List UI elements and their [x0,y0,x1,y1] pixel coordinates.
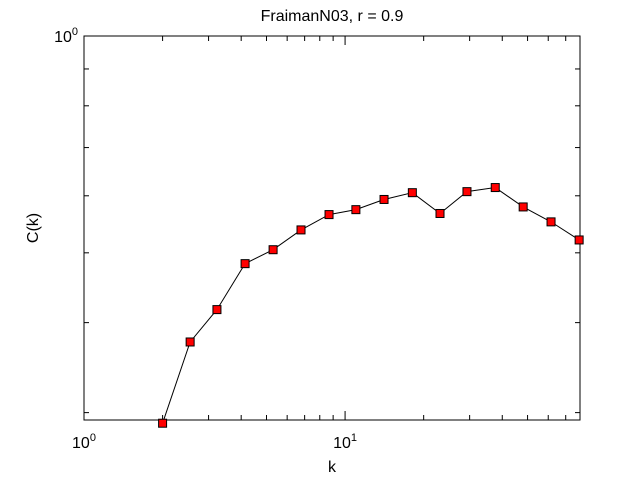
data-marker [379,194,389,204]
data-marker [240,259,250,269]
x-axis-label: k [328,459,337,476]
data-marker [351,205,361,215]
y-tick-label: 100 [54,26,78,46]
data-marker [324,210,334,220]
data-marker [490,183,500,193]
data-marker [212,305,222,315]
plot-frame [83,35,581,421]
data-marker [462,187,472,197]
x-tick-label: 100 [72,432,96,452]
data-marker [518,202,528,212]
data-marker [435,208,445,218]
data-marker [296,225,306,235]
data-marker [158,418,168,428]
data-marker [407,188,417,198]
data-marker [185,337,195,347]
data-line [162,187,580,424]
data-marker [546,217,556,227]
data-marker [268,245,278,255]
chart-title: FraimanN03, r = 0.9 [261,8,404,25]
y-axis-label: C(k) [25,213,42,243]
data-marker [574,235,584,245]
x-tick-label: 101 [333,432,357,452]
